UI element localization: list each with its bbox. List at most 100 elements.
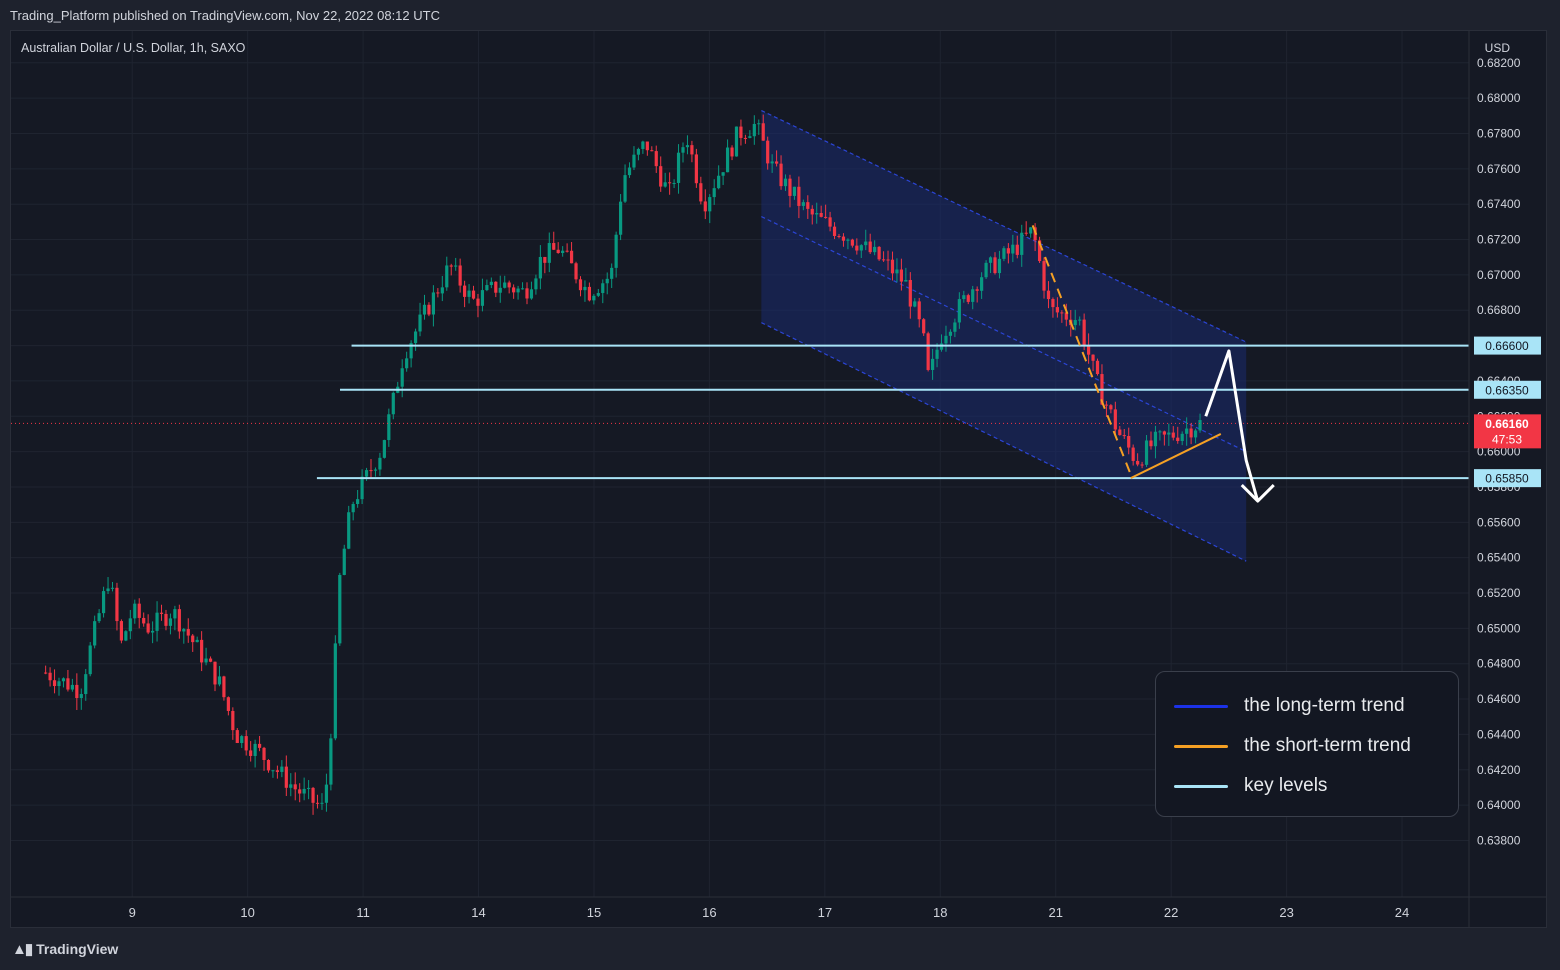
candle	[338, 572, 342, 646]
candle-body	[133, 603, 137, 619]
candle-body	[70, 684, 74, 690]
candle	[627, 162, 632, 178]
candle	[1193, 428, 1198, 444]
price-chart[interactable]: 0.63800 0.64000 0.64200 0.64400 0.64600 0.648…	[11, 31, 1547, 928]
candle-body	[917, 301, 921, 320]
candle-body	[1002, 248, 1006, 259]
candle-body	[293, 784, 297, 790]
candle-body	[489, 281, 493, 286]
candle	[543, 256, 547, 274]
candle	[547, 232, 551, 273]
candle-body	[244, 736, 248, 751]
candle	[610, 263, 614, 288]
candle-body	[93, 621, 97, 646]
y-tick-label: 0.65600	[1477, 515, 1521, 529]
candle	[556, 242, 560, 254]
candle	[373, 467, 378, 477]
candle	[97, 609, 101, 624]
candle-body	[810, 208, 814, 215]
candle-body	[913, 301, 917, 307]
candle	[993, 252, 997, 275]
candle	[739, 119, 743, 146]
candle	[347, 505, 351, 550]
candle	[119, 619, 124, 644]
candle-body	[280, 766, 284, 772]
candle-body	[418, 314, 422, 332]
candle-body	[592, 295, 596, 301]
short-term-downtrend-line	[1031, 225, 1132, 475]
candle	[529, 281, 534, 300]
candle-body	[382, 440, 386, 458]
candle	[645, 141, 649, 156]
candle-body	[413, 331, 418, 344]
candle	[1104, 401, 1109, 417]
candle-body	[899, 269, 903, 282]
candle-body	[534, 278, 538, 290]
candle	[503, 275, 507, 289]
candle	[766, 136, 770, 170]
candle	[1180, 431, 1184, 446]
chart-frame[interactable]: 0.63800 0.64000 0.64200 0.64400 0.64600 0.648…	[10, 30, 1547, 928]
candle	[650, 146, 654, 152]
candle	[485, 279, 489, 292]
candle	[1046, 281, 1051, 309]
candle	[498, 275, 502, 303]
y-tick-label: 0.65000	[1477, 621, 1521, 635]
candle-body	[712, 188, 716, 198]
candle-body	[485, 285, 489, 291]
candle-body	[739, 126, 743, 138]
candle	[204, 647, 208, 666]
candle	[734, 126, 739, 157]
candle-body	[177, 609, 181, 632]
candle	[173, 605, 177, 631]
candle-body	[226, 697, 230, 711]
y-tick-label: 0.63800	[1477, 833, 1521, 847]
candle	[1078, 316, 1082, 326]
candle-body	[815, 213, 819, 215]
tradingview-logo[interactable]: ▲▮ TradingView	[12, 940, 118, 958]
candle	[66, 669, 70, 692]
candle	[101, 586, 106, 618]
x-tick-label: 10	[240, 905, 254, 920]
candle	[922, 318, 926, 336]
candle-body	[623, 175, 627, 202]
candle-body	[168, 618, 173, 626]
x-tick-label: 24	[1395, 905, 1409, 920]
candle-body	[957, 299, 961, 323]
candle	[378, 452, 382, 476]
candle-body	[797, 186, 801, 206]
candle-body	[725, 147, 730, 173]
candle	[369, 459, 373, 478]
candle-body	[904, 279, 908, 282]
candle	[1162, 430, 1166, 446]
candle	[685, 135, 690, 155]
candle-body	[676, 152, 681, 183]
candle-body	[837, 235, 841, 237]
candle-body	[204, 658, 208, 663]
candle	[1113, 401, 1117, 437]
candle-body	[699, 183, 703, 202]
candle	[935, 343, 939, 368]
candle-body	[262, 747, 266, 760]
candle	[975, 286, 979, 303]
candle	[1176, 426, 1180, 444]
candle	[636, 147, 641, 161]
x-tick-label: 21	[1048, 905, 1062, 920]
candle	[899, 258, 903, 291]
candle	[1127, 427, 1131, 455]
candle	[868, 233, 872, 254]
x-tick-label: 9	[129, 905, 136, 920]
candle-body	[458, 265, 462, 286]
candle	[1082, 313, 1086, 351]
candle	[761, 114, 765, 141]
y-tick-label: 0.68200	[1477, 56, 1521, 70]
candle	[904, 267, 908, 282]
candle	[168, 613, 173, 635]
candle	[195, 636, 199, 643]
candle	[605, 272, 609, 295]
candle-body	[240, 736, 244, 744]
candle-body	[471, 290, 476, 299]
candle	[115, 582, 119, 631]
candle-body	[146, 623, 150, 633]
candle-body	[66, 678, 70, 690]
